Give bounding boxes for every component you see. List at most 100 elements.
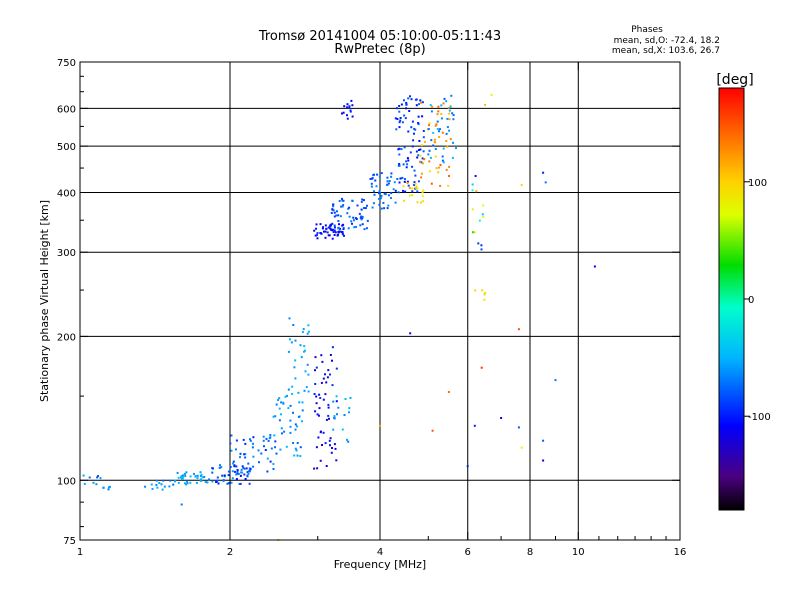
echo-point: [394, 189, 397, 192]
echo-point: [370, 185, 373, 188]
echo-point: [445, 100, 448, 103]
echo-point: [403, 114, 406, 117]
echo-point: [327, 369, 330, 372]
echo-point: [156, 486, 159, 489]
echo-point: [441, 131, 444, 134]
x-tick-label: 4: [377, 547, 383, 558]
echo-point: [452, 141, 454, 144]
echo-point: [282, 401, 285, 404]
echo-point: [415, 186, 417, 189]
echo-point: [249, 438, 251, 441]
echo-point: [377, 197, 380, 200]
echo-point: [307, 390, 310, 393]
echo-point: [369, 178, 372, 180]
echo-point: [384, 193, 387, 196]
echo-point: [359, 216, 362, 219]
echo-point: [398, 147, 401, 150]
echo-point: [358, 212, 361, 215]
echo-point: [405, 160, 408, 163]
echo-point: [439, 164, 442, 166]
echo-point: [390, 197, 392, 199]
echo-point: [412, 139, 415, 142]
echo-point: [445, 168, 448, 171]
echo-point: [278, 407, 281, 410]
echo-point: [347, 207, 350, 210]
echo-point: [301, 401, 304, 404]
echo-point: [421, 144, 423, 147]
echo-point: [296, 454, 299, 457]
echo-point: [262, 435, 265, 438]
echo-point: [349, 397, 352, 399]
echo-point: [283, 430, 286, 433]
echo-point: [449, 105, 452, 108]
echo-point: [343, 105, 346, 108]
echo-point: [361, 223, 364, 226]
echo-point: [252, 436, 255, 439]
echo-point: [447, 184, 450, 187]
echo-point: [294, 428, 297, 431]
echo-point: [274, 415, 277, 418]
echo-point: [107, 488, 110, 491]
echo-point: [407, 159, 410, 162]
echo-point: [329, 437, 332, 440]
echo-point: [281, 432, 283, 435]
echo-point: [354, 217, 357, 220]
echo-point: [397, 191, 400, 194]
echo-point: [411, 165, 414, 168]
echo-point: [349, 109, 352, 112]
echo-point: [417, 115, 420, 118]
echo-point: [206, 481, 209, 484]
echo-point: [239, 456, 241, 459]
echo-point: [435, 123, 438, 126]
echo-point: [396, 178, 399, 180]
echo-point: [329, 373, 331, 376]
echo-point: [351, 199, 354, 202]
echo-point: [475, 190, 478, 193]
echo-point: [200, 479, 203, 482]
echo-point: [436, 120, 439, 123]
echo-point: [347, 227, 350, 230]
echo-point: [483, 293, 486, 296]
echo-point: [400, 148, 403, 151]
echo-point: [331, 447, 333, 449]
echo-point: [439, 184, 442, 187]
x-axis-label: Frequency [MHz]: [334, 558, 426, 571]
echo-point: [408, 187, 411, 189]
echo-point: [394, 117, 397, 120]
echo-point: [361, 198, 364, 201]
echo-point: [331, 237, 334, 240]
echo-point: [348, 215, 351, 218]
echo-point: [313, 467, 316, 470]
echo-point: [294, 339, 297, 342]
echo-point: [315, 366, 318, 369]
echo-point: [168, 485, 171, 488]
echo-point: [338, 223, 340, 226]
echo-point: [419, 161, 422, 164]
echo-point: [291, 392, 294, 395]
echo-point: [176, 471, 179, 474]
echo-point: [277, 399, 279, 401]
echo-point: [445, 140, 448, 142]
echo-point: [351, 104, 354, 107]
echo-point: [451, 112, 454, 115]
echo-point: [413, 169, 416, 172]
echo-point: [195, 481, 198, 484]
echo-point: [429, 104, 432, 107]
echo-point: [333, 234, 336, 236]
echo-point: [342, 226, 345, 229]
echo-point: [272, 468, 275, 470]
echo-point: [332, 205, 335, 208]
echo-point: [473, 231, 476, 234]
echo-point: [92, 481, 95, 484]
echo-point: [413, 184, 416, 186]
echo-point: [428, 160, 431, 163]
y-tick-label: 500: [57, 142, 76, 153]
echo-point: [342, 233, 344, 236]
echo-point: [297, 391, 300, 394]
echo-point: [327, 406, 330, 409]
echo-point: [448, 109, 451, 112]
echo-point: [220, 466, 223, 469]
echo-point: [229, 442, 232, 445]
echo-point: [421, 190, 424, 193]
echo-point: [436, 113, 439, 116]
